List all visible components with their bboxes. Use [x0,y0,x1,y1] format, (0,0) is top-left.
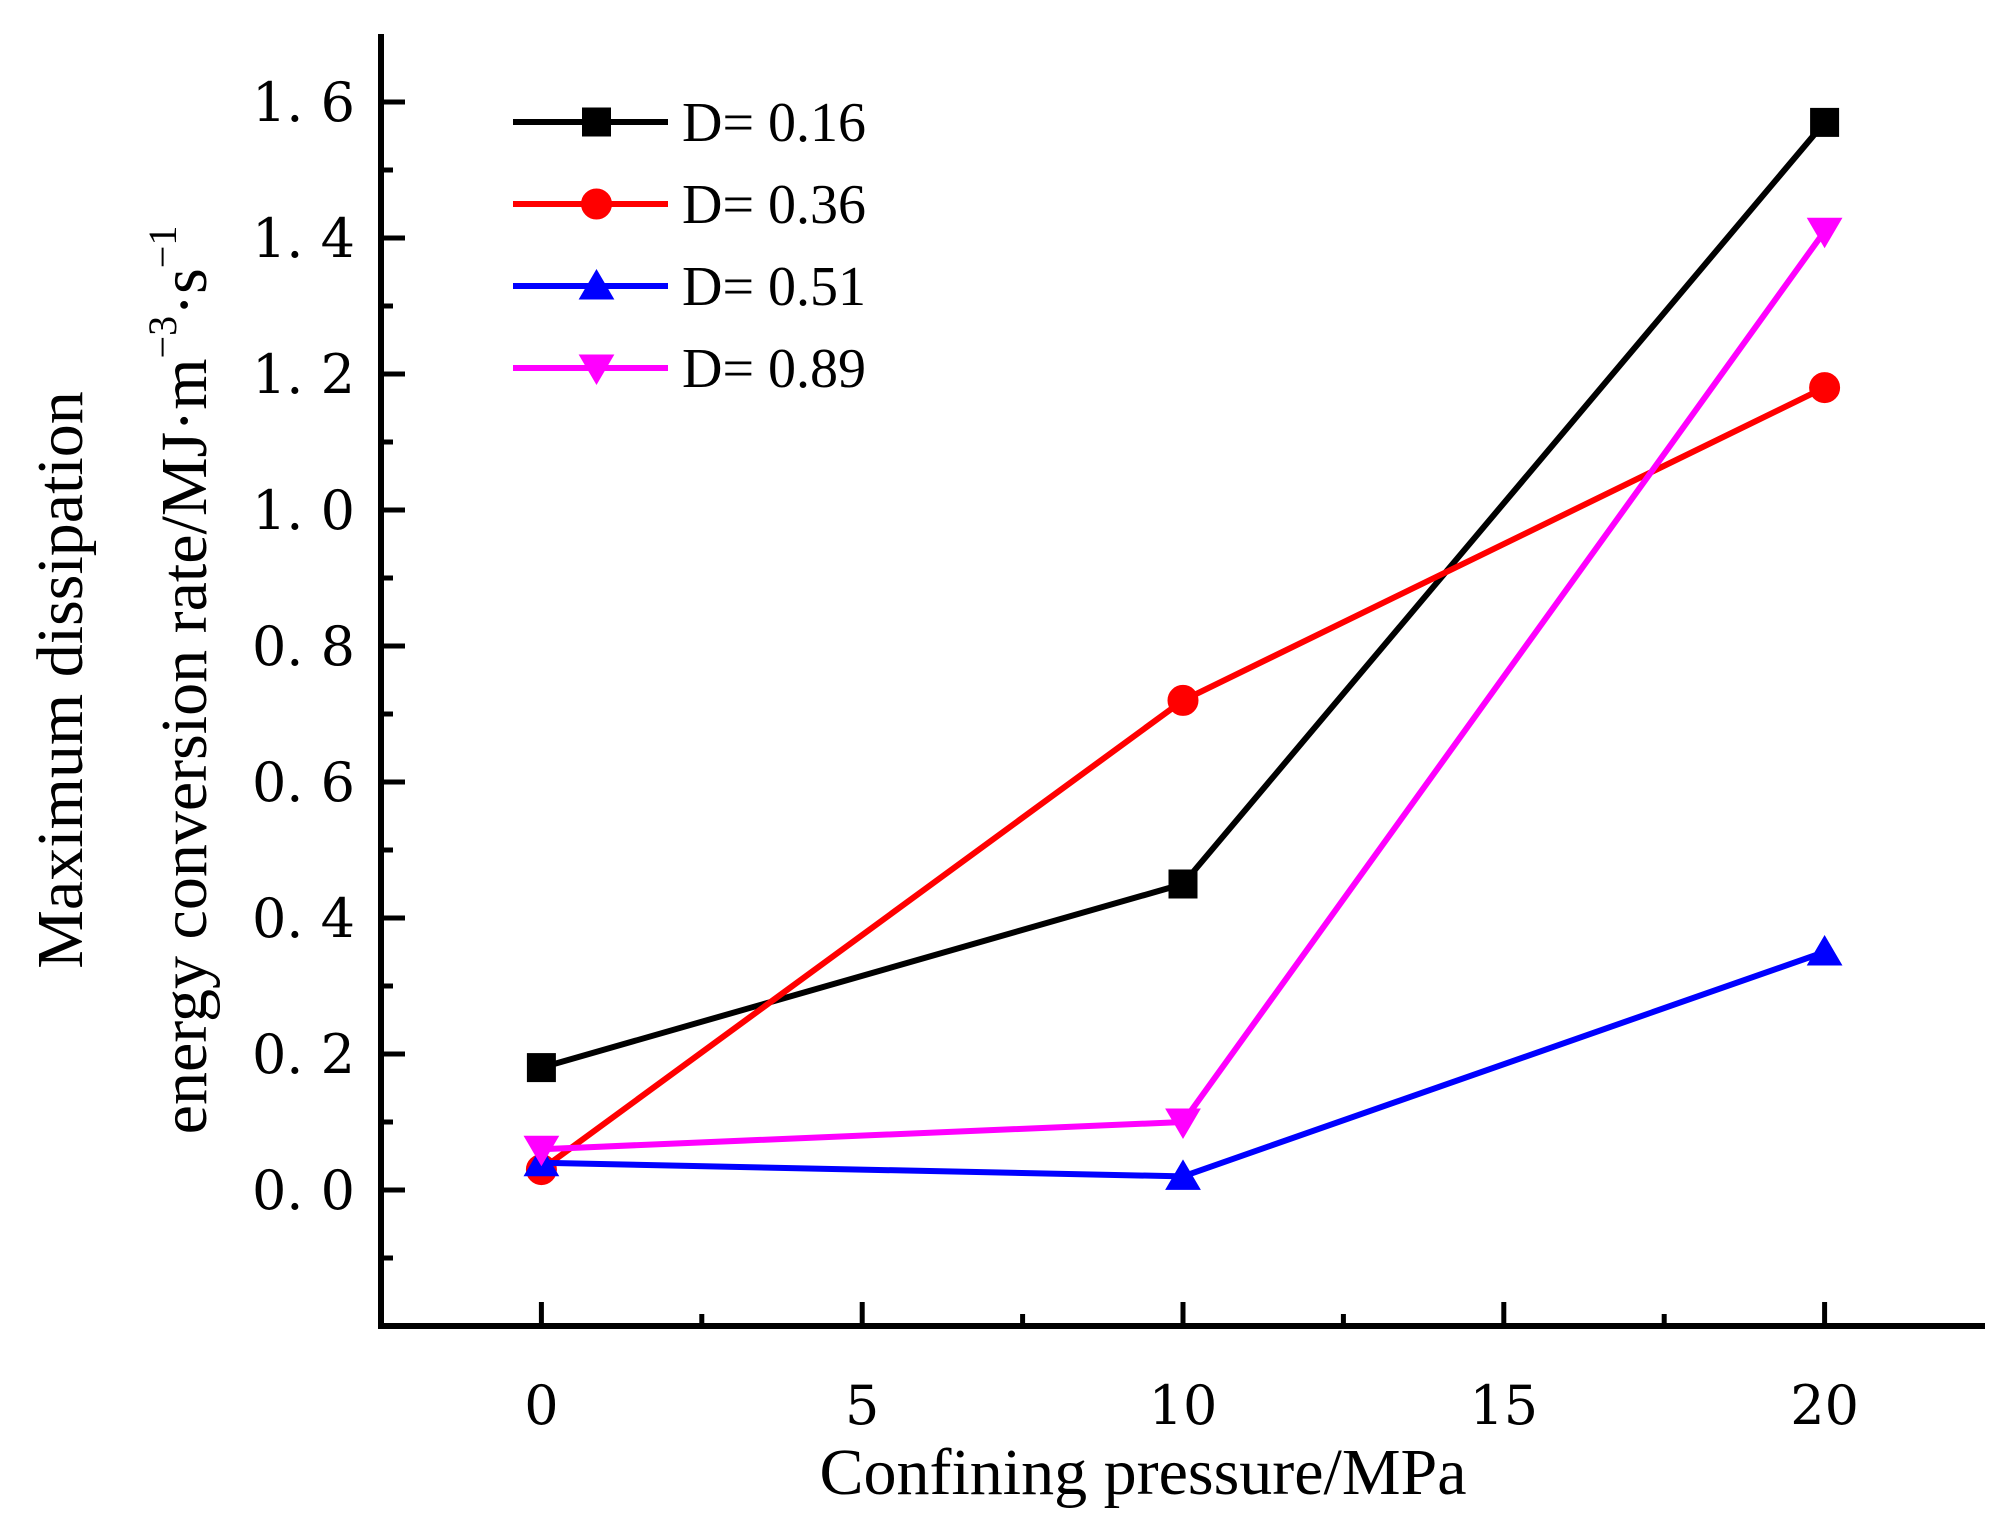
legend-marker [578,354,615,385]
axis-frame [378,34,1985,1329]
y-axis-title-main: energy conversion rate/MJ·m [148,358,221,1134]
legend-label: D= 0.36 [682,174,866,236]
y-tick-label: 1. 4 [252,207,355,270]
series-layer [523,107,1843,1190]
y-axis-title-sup1: −3 [140,316,185,359]
data-point-marker [1168,869,1198,899]
data-point-marker [1167,684,1199,716]
data-point-marker [1806,217,1843,249]
ticks-layer: 0 5 10 15 20 0. 0 0. 2 0. 4 0. 6 0. 8 1. 0 1. 2 1. 4… [252,71,1859,1437]
y-tick-label: 1. 0 [252,479,355,542]
legend-label: D= 0.51 [682,256,866,318]
y-axis-title-sup2: −1 [140,226,185,269]
y-tick-label: 0. 2 [252,1023,355,1086]
x-tick-label: 15 [1469,1374,1538,1437]
x-tick-label: 5 [845,1374,879,1437]
data-point-marker [526,1053,556,1083]
x-tick-label: 20 [1790,1374,1859,1437]
series-089 [523,217,1843,1167]
legend-marker [582,107,611,137]
y-tick-label: 0. 0 [252,1159,355,1222]
x-tick-label: 10 [1149,1374,1218,1437]
y-tick-label: 0. 8 [252,615,355,678]
y-tick-label: 0. 6 [252,751,355,814]
y-axis-title: Maximum dissipation energy conversion ra… [24,226,221,1135]
legend-item: D= 0.16 [513,92,866,154]
legend-marker [578,269,615,300]
x-axis-title: Confining pressure/MPa [819,1436,1466,1509]
data-point-marker [1165,1159,1201,1190]
y-tick-label: 1. 6 [252,71,355,134]
series-036 [525,372,1841,1186]
legend-item: D= 0.36 [513,174,866,236]
x-tick-label: 0 [524,1374,558,1437]
data-point-marker [523,1135,560,1167]
series-016 [526,107,1840,1083]
legend-label: D= 0.89 [682,338,866,400]
legend-item: D= 0.51 [513,256,866,318]
legend-item: D= 0.89 [513,338,866,400]
y-axis-title-mid: ·s [148,268,221,316]
series-051 [523,935,1843,1190]
data-point-marker [1810,107,1840,137]
y-tick-label: 0. 4 [252,887,355,950]
legend-label: D= 0.16 [682,92,866,154]
y-tick-label: 1. 2 [252,343,355,406]
data-point-marker [1806,935,1843,966]
legend-marker [581,188,612,220]
data-point-marker [1165,1108,1201,1139]
data-point-marker [1809,372,1841,404]
y-axis-title-line2: energy conversion rate/MJ·m−3·s−1 [140,226,221,1135]
series-line [539,384,1826,1173]
y-axis-title-line1: Maximum dissipation [24,391,97,969]
legend: D= 0.16 D= 0.36 D= 0.51 D= 0.89 [513,92,866,400]
